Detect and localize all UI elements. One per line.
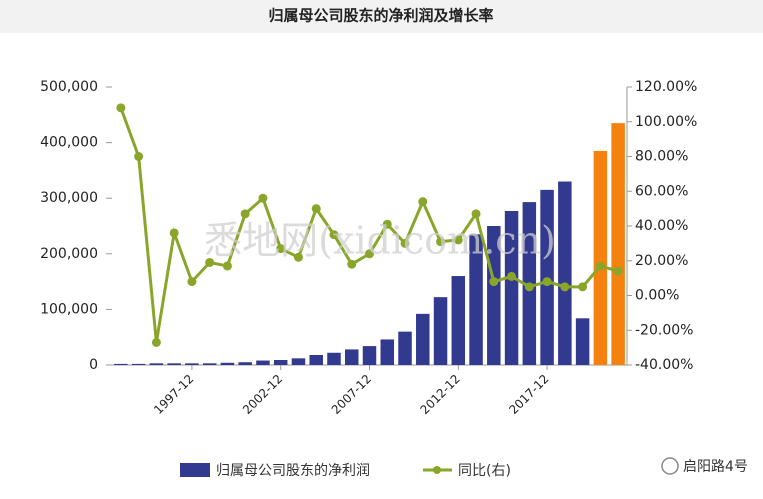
- bar: [220, 362, 235, 365]
- y-tick-label: 100,000: [40, 301, 98, 317]
- y2-tick-label: -40.00%: [635, 357, 693, 373]
- y2-tick-label: 40.00%: [635, 218, 688, 234]
- x-tick-label: 2017-12: [506, 372, 551, 417]
- line-point: [258, 193, 268, 203]
- y-tick-label: 200,000: [40, 246, 98, 262]
- line-point: [595, 261, 605, 271]
- bar: [185, 363, 199, 365]
- line-point: [382, 219, 392, 229]
- line-point: [116, 103, 126, 113]
- bar: [451, 276, 466, 365]
- wechat-icon: [661, 457, 679, 475]
- bar: [380, 339, 395, 365]
- bar: [291, 358, 306, 365]
- bar: [398, 331, 412, 365]
- line-point: [542, 277, 552, 287]
- line-point: [293, 252, 303, 262]
- line-point: [276, 244, 286, 254]
- watermark: 悉地网(xidicom.cn): [204, 219, 556, 263]
- line-point: [418, 197, 428, 207]
- line-point: [134, 152, 144, 161]
- bar: [469, 234, 483, 365]
- line-point: [453, 235, 463, 245]
- y-tick-label: 500,000: [40, 79, 98, 95]
- line-point: [489, 277, 499, 287]
- line-point: [613, 266, 623, 276]
- y2-tick-label: 80.00%: [635, 149, 688, 165]
- bar: [593, 150, 608, 365]
- line-point: [347, 259, 357, 269]
- y-tick-label: 400,000: [40, 135, 98, 151]
- bar: [238, 362, 252, 365]
- bar: [575, 318, 590, 365]
- legend-swatch-dot: [433, 466, 441, 474]
- line-point: [560, 282, 570, 292]
- line-point: [507, 271, 517, 281]
- line-point: [365, 249, 374, 259]
- bar: [131, 363, 146, 365]
- x-tick-label: 1997-12: [151, 372, 196, 417]
- chart-title: 归属母公司股东的净利润及增长率: [268, 7, 493, 25]
- title-bar: [0, 0, 763, 33]
- line-point: [311, 204, 321, 214]
- bar: [362, 346, 377, 365]
- line-point: [524, 282, 534, 292]
- line-point: [151, 337, 161, 347]
- bar: [487, 226, 501, 365]
- line-point: [169, 228, 179, 238]
- line-point: [329, 230, 339, 240]
- legend-label: 归属母公司股东的净利润: [216, 462, 370, 479]
- footer-text: 启阳路4号: [683, 459, 748, 475]
- y2-tick-label: 60.00%: [635, 183, 688, 199]
- y2-tick-label: -20.00%: [635, 322, 693, 338]
- bar: [611, 123, 625, 365]
- bar: [416, 313, 430, 365]
- bar: [558, 181, 572, 365]
- bar: [327, 352, 341, 365]
- line-point: [222, 261, 232, 271]
- line-point: [240, 209, 250, 219]
- line-point: [205, 257, 215, 267]
- x-tick-label: 2012-12: [418, 372, 463, 417]
- bar: [114, 363, 128, 365]
- line-point: [187, 277, 197, 287]
- bar: [167, 363, 181, 365]
- bar: [433, 297, 448, 365]
- line-point: [436, 237, 446, 247]
- y2-tick-label: 120.00%: [635, 79, 697, 95]
- y2-tick-label: 0.00%: [635, 288, 679, 304]
- bar: [202, 363, 217, 365]
- y2-tick-label: 100.00%: [635, 114, 697, 130]
- y-tick-label: 300,000: [40, 190, 98, 206]
- bar: [344, 349, 359, 365]
- legend-label: 同比(右): [458, 463, 511, 479]
- y-tick-label: 0: [89, 357, 98, 373]
- bar: [256, 360, 270, 365]
- bar: [273, 359, 288, 365]
- line-point: [471, 209, 481, 219]
- bar: [504, 210, 519, 365]
- bar: [309, 354, 323, 365]
- y2-tick-label: 20.00%: [635, 253, 688, 269]
- line-point: [578, 282, 588, 292]
- bar: [149, 363, 164, 365]
- x-tick-label: 2007-12: [329, 372, 374, 417]
- line-point: [400, 238, 410, 248]
- x-tick-label: 2002-12: [240, 372, 285, 417]
- legend-swatch-bar: [180, 463, 210, 477]
